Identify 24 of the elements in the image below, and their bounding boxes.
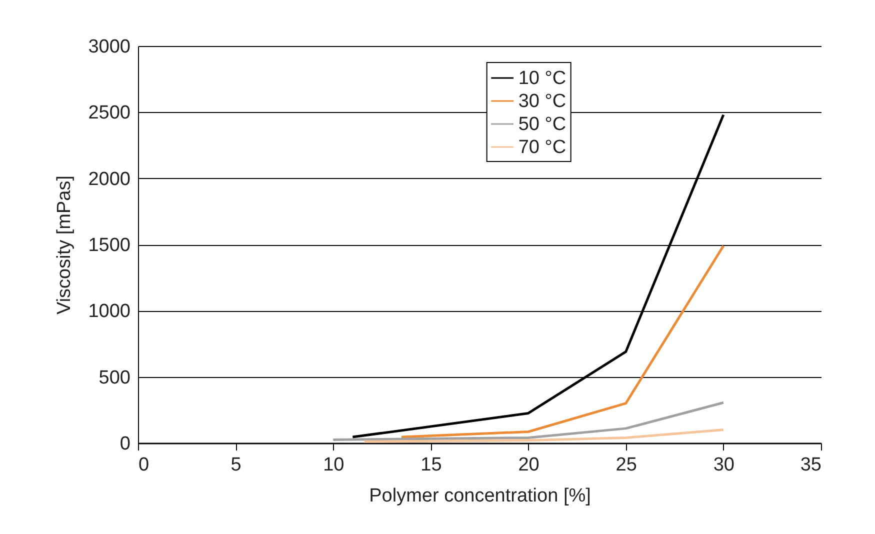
line-series <box>400 244 725 438</box>
x-tick-label: 25 <box>616 454 637 476</box>
x-tick-label: 10 <box>323 454 344 476</box>
legend-label: 50 °C <box>518 114 566 135</box>
x-tick-label: 0 <box>138 454 150 476</box>
legend-label: 70 °C <box>518 137 566 158</box>
x-tick-label: 15 <box>420 454 442 476</box>
legend-label: 10 °C <box>518 68 566 89</box>
y-tick-label: 1500 <box>88 235 130 256</box>
y-tick-label: 0 <box>120 434 130 454</box>
x-axis-title: Polymer concentration [%] <box>369 486 591 506</box>
y-axis-title: Viscosity [mPas] <box>54 175 76 315</box>
x-tick-label: 35 <box>800 454 822 476</box>
x-tick-label: 20 <box>518 454 540 476</box>
x-tick-label: 5 <box>230 454 242 476</box>
y-tick-label: 2000 <box>88 168 130 190</box>
x-tick-label: 30 <box>713 454 734 476</box>
y-tick-label: 500 <box>98 367 130 388</box>
y-tick-label: 2500 <box>88 102 130 124</box>
legend-label: 30 °C <box>518 91 566 112</box>
y-tick-label: 1000 <box>88 301 130 322</box>
line-series <box>332 401 725 441</box>
y-tick-label: 3000 <box>88 36 130 58</box>
line-series <box>363 428 725 443</box>
